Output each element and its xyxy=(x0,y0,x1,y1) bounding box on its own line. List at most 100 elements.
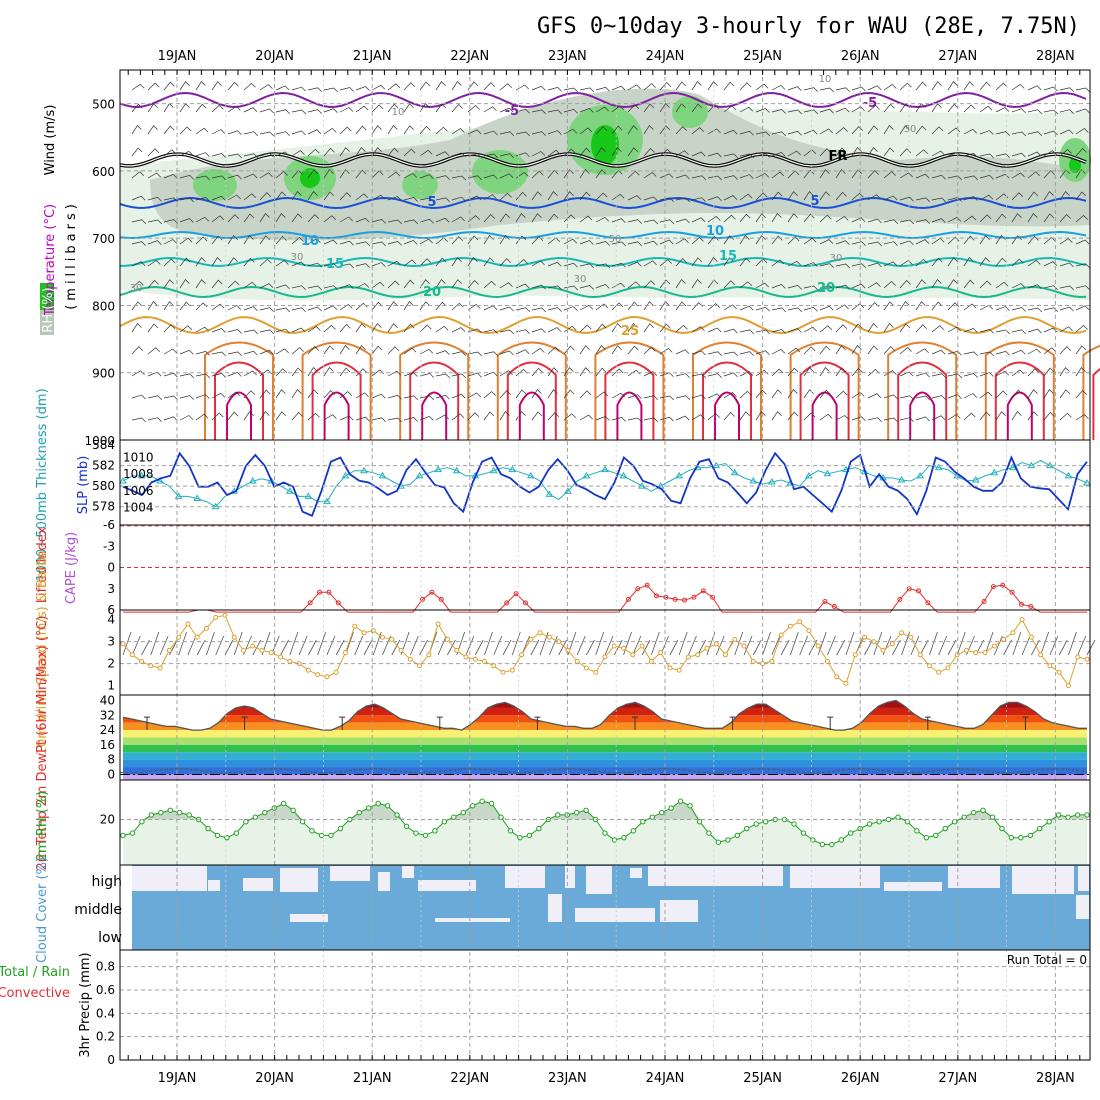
heat-dome-8-0 xyxy=(984,341,1055,440)
wind-barb xyxy=(147,417,162,422)
wind-barb xyxy=(627,261,642,267)
wind-barb xyxy=(307,326,321,333)
wind-barb xyxy=(163,348,177,355)
wind-barb xyxy=(179,257,191,267)
wind-barb xyxy=(1027,284,1042,290)
wind-barb xyxy=(163,197,179,203)
top-date-27JAN: 27JAN xyxy=(938,49,977,64)
wind-barb xyxy=(211,175,227,181)
wind-barb xyxy=(579,240,594,245)
wind-barb xyxy=(787,285,802,290)
bottom-date-20JAN: 20JAN xyxy=(255,1071,294,1086)
wind10-barb xyxy=(178,631,187,656)
wind-barb xyxy=(643,280,656,289)
slp-tick-1006: 1006 xyxy=(123,484,154,498)
wind-barb xyxy=(339,345,350,355)
wind-barb xyxy=(675,81,687,91)
heat-dome-9-1 xyxy=(1092,367,1100,440)
wind-barb xyxy=(723,280,736,289)
li-point xyxy=(625,596,631,602)
rh-legend-swatch-light xyxy=(40,310,54,335)
wind-barb xyxy=(723,328,738,334)
wind-barb xyxy=(339,263,355,269)
wind-barb xyxy=(755,83,769,91)
wind10-barb xyxy=(780,639,790,656)
wind10-point xyxy=(648,658,654,664)
wind-barb xyxy=(227,280,240,289)
li-point xyxy=(990,584,996,590)
wind-barb xyxy=(675,301,687,311)
wind10-point xyxy=(166,647,172,653)
wind-barb xyxy=(947,257,958,267)
wind-barb xyxy=(755,282,769,289)
wind-barb xyxy=(227,411,239,421)
wind-barb xyxy=(403,347,417,355)
li-point xyxy=(1018,601,1024,607)
wind-barb xyxy=(131,241,146,246)
wind-barb xyxy=(963,373,978,378)
wind-barb xyxy=(131,195,146,201)
isotherm-20 xyxy=(119,285,1087,299)
tick-0: 0 xyxy=(107,1053,115,1067)
tick-6: 6 xyxy=(107,603,115,617)
wind-barb xyxy=(771,411,782,421)
wind-barb xyxy=(195,413,209,421)
wind10-barb xyxy=(558,639,568,656)
pressure-tick-900: 900 xyxy=(92,367,115,381)
wind-barb xyxy=(195,81,206,91)
wind10-barb xyxy=(1021,635,1031,656)
wind-barb xyxy=(195,257,206,267)
wind-barb xyxy=(1027,368,1040,377)
thickness-point xyxy=(378,471,387,479)
wind10-barb xyxy=(836,639,846,656)
wind-barb xyxy=(931,415,946,421)
wind-barb xyxy=(275,151,290,157)
wind-barb xyxy=(867,170,879,179)
wind-barb xyxy=(323,147,335,157)
top-date-25JAN: 25JAN xyxy=(743,49,782,64)
wind-barb xyxy=(691,127,704,135)
wind-barb xyxy=(291,130,306,136)
wind-barb xyxy=(755,306,770,312)
minmax-bar xyxy=(729,716,736,731)
wind10-barb xyxy=(1040,631,1050,656)
heat-dome-8-1 xyxy=(994,361,1045,440)
rh-point xyxy=(1046,819,1052,825)
wind-barb xyxy=(787,260,802,267)
wind-barb xyxy=(1011,411,1022,421)
wind-barb xyxy=(659,347,673,355)
heat-dome-7-0 xyxy=(887,341,958,440)
li-point xyxy=(429,589,435,595)
pressure-tick-500: 500 xyxy=(92,98,115,112)
wind-barb xyxy=(883,241,898,246)
wind-barb xyxy=(835,191,847,201)
wind-barb xyxy=(147,323,159,333)
wind-barb xyxy=(435,350,450,355)
rh-point xyxy=(895,814,901,820)
wind-barb xyxy=(243,153,259,159)
wind-barb xyxy=(963,153,978,158)
rh-point xyxy=(980,807,986,814)
wind-barb xyxy=(163,149,177,157)
wind10-barb xyxy=(122,631,132,656)
temp-band xyxy=(123,722,1087,731)
heat-dome-8-2 xyxy=(1006,391,1033,440)
temp-band xyxy=(123,752,1087,760)
wind10-barb xyxy=(993,635,1003,656)
wind10-point xyxy=(880,647,886,653)
wind-barb xyxy=(963,412,976,421)
wind-barb xyxy=(675,258,687,267)
temp-label: -5 xyxy=(505,104,519,119)
wind-barb xyxy=(739,153,755,159)
wind-barb xyxy=(755,172,770,179)
wind-barb xyxy=(531,109,547,115)
wind-barb xyxy=(979,175,994,180)
wind-barb xyxy=(291,86,306,92)
wind-barb xyxy=(579,107,594,113)
wind-barb xyxy=(179,175,194,180)
cloud-gap xyxy=(1078,866,1089,891)
wind-barb xyxy=(851,126,863,135)
rh-point xyxy=(677,798,684,804)
wind10-point xyxy=(602,654,608,660)
wind-barb xyxy=(147,125,158,135)
